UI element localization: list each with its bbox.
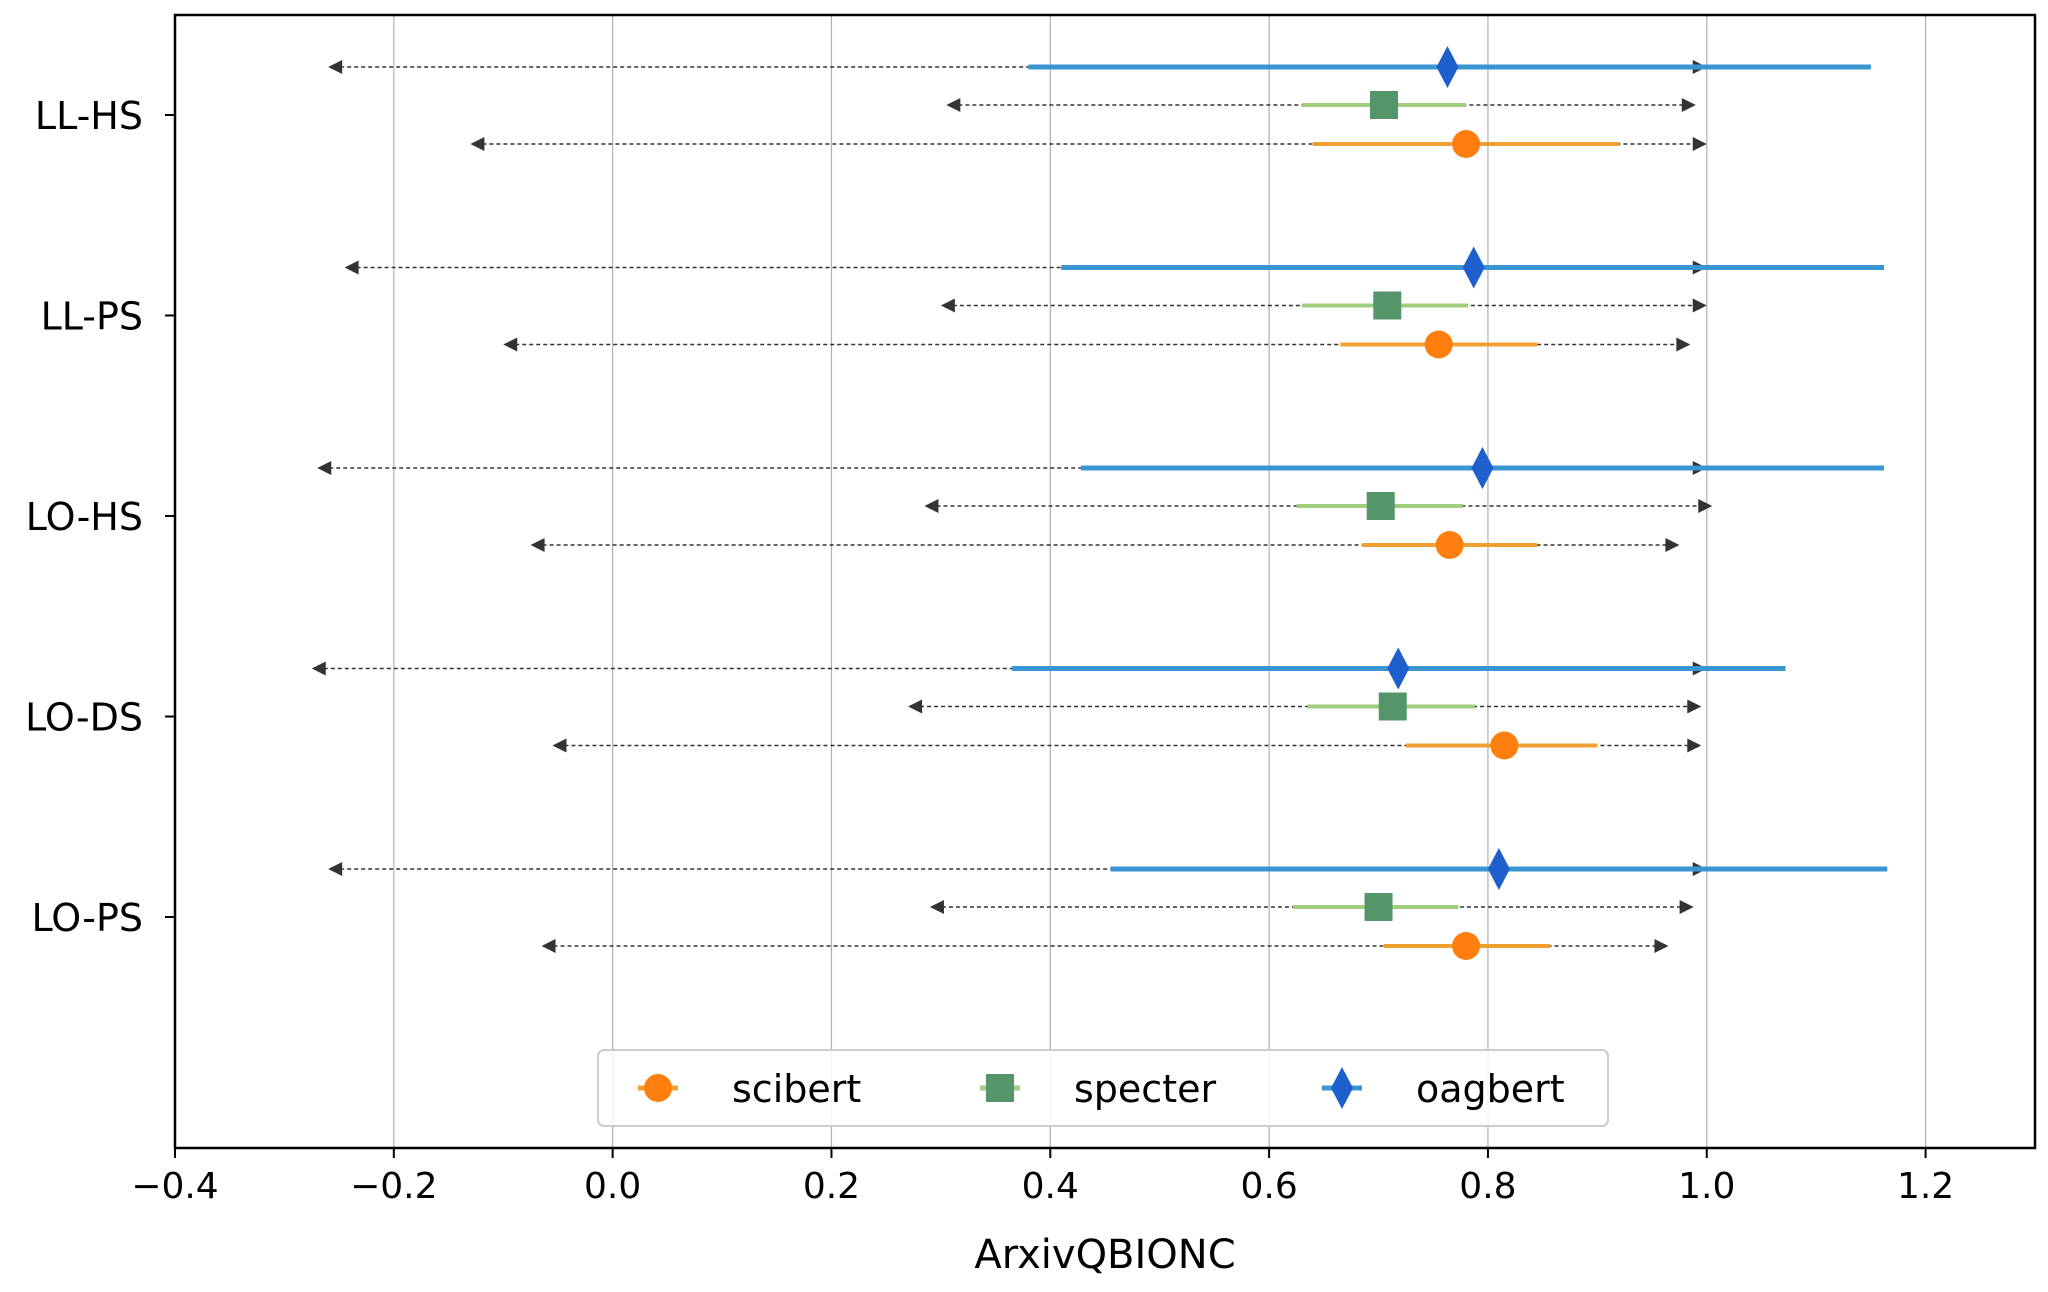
range-arrow-left: [946, 98, 961, 112]
x-axis-label: ArxivQBIONC: [974, 1232, 1235, 1278]
range-arrow-left: [552, 738, 567, 753]
x-tick-label: 0.0: [584, 1166, 641, 1207]
x-axis-ticks: −0.4 −0.2 0.0 0.2 0.4 0.6 0.8 1.0 1.2: [131, 1148, 1954, 1207]
data-markers: [1364, 46, 1519, 960]
range-arrow-left: [328, 862, 343, 876]
scibert-marker: [1452, 932, 1481, 960]
range-arrow-right: [1692, 298, 1707, 313]
oagbert-marker: [1387, 647, 1410, 690]
specter-legend-label: specter: [1074, 1067, 1216, 1111]
oagbert-marker: [1487, 848, 1510, 890]
y-tick-label: LL-PS: [41, 295, 143, 339]
range-arrow-left: [940, 298, 955, 313]
y-tick-label: LO-HS: [26, 495, 143, 539]
oagbert-legend-marker: [1331, 1067, 1353, 1109]
scibert-marker: [1435, 531, 1464, 559]
specter-legend-marker: [986, 1074, 1014, 1102]
legend-items: scibert specter oagbert: [638, 1067, 1565, 1111]
range-arrow-left: [503, 337, 518, 352]
x-tick-label: −0.2: [350, 1166, 437, 1207]
range-arrow-right: [1681, 98, 1696, 112]
y-tick-label: LO-PS: [31, 896, 143, 940]
range-arrow-left: [317, 461, 332, 475]
range-arrow-left: [311, 661, 326, 676]
scibert-marker: [1490, 731, 1519, 760]
range-arrow-left: [328, 60, 343, 74]
range-arrow-left: [344, 260, 359, 275]
specter-marker: [1364, 893, 1393, 921]
range-arrow-left: [530, 538, 545, 552]
range-arrow-right: [1654, 939, 1669, 953]
scibert-marker: [1424, 330, 1453, 359]
x-tick-label: 1.2: [1897, 1166, 1954, 1207]
x-tick-label: 0.4: [1022, 1166, 1079, 1207]
scibert-legend-label: scibert: [732, 1067, 861, 1111]
y-axis-ticks: LL-HS LL-PS LO-HS LO-DS LO-PS: [25, 94, 175, 940]
x-tick-label: 0.8: [1459, 1166, 1516, 1207]
legend: scibert specter oagbert: [597, 1049, 1609, 1127]
range-arrow-right: [1687, 699, 1702, 714]
specter-marker: [1378, 692, 1407, 721]
range-arrow-left: [924, 499, 939, 513]
y-tick-label: LO-DS: [25, 696, 143, 740]
x-tick-label: −0.4: [131, 1166, 218, 1207]
x-tick-label: 0.6: [1240, 1166, 1297, 1207]
specter-marker: [1373, 291, 1402, 320]
x-tick-label: 0.2: [803, 1166, 860, 1207]
specter-marker: [1370, 91, 1398, 119]
oagbert-legend-label: oagbert: [1416, 1067, 1565, 1111]
oagbert-marker: [1462, 246, 1485, 289]
range-arrow-right: [1698, 499, 1713, 513]
legend-frame: [597, 1049, 1609, 1127]
range-arrow-left: [470, 137, 485, 151]
oagbert-marker: [1471, 447, 1494, 489]
scibert-marker: [1452, 130, 1481, 158]
scibert-legend-marker: [644, 1074, 672, 1102]
range-arrow-right: [1676, 337, 1691, 352]
specter-marker: [1366, 492, 1395, 520]
y-tick-label: LL-HS: [35, 94, 143, 138]
range-arrow-right: [1692, 137, 1707, 151]
range-arrow-right: [1665, 538, 1680, 552]
range-arrow-right: [1679, 900, 1694, 914]
range-arrow-left: [929, 900, 944, 914]
plot-frame: [173, 13, 2037, 1150]
range-arrow-left: [908, 699, 923, 714]
range-arrow-left: [541, 939, 556, 953]
range-arrow-right: [1687, 738, 1702, 753]
x-tick-label: 1.0: [1678, 1166, 1735, 1207]
oagbert-marker: [1436, 46, 1459, 88]
